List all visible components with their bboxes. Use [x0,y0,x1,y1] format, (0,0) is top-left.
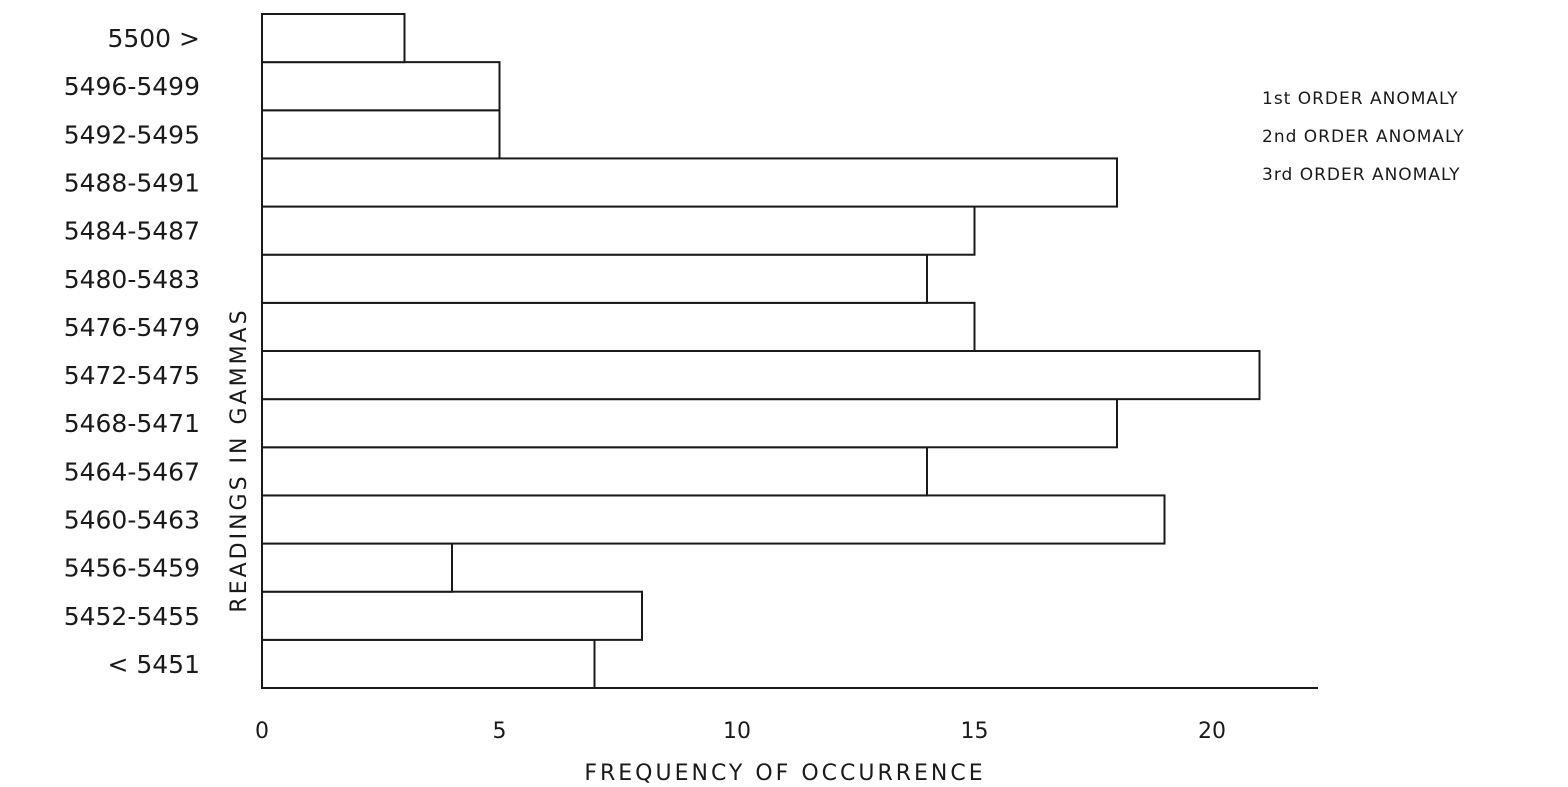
category-label: 5500 > [107,24,200,53]
bar [261,590,643,641]
category-label: 5492-5495 [64,120,200,149]
category-label: 5464-5467 [64,457,200,486]
legend-entry: 1st ORDER ANOMALY [1262,89,1459,109]
bar [261,157,1118,208]
bar [261,446,928,497]
legend-entry: 2nd ORDER ANOMALY [1262,127,1465,147]
category-label: 5480-5483 [64,265,200,294]
x-tick-label: 10 [723,719,751,744]
category-label: 5456-5459 [64,554,200,583]
legend: 1st ORDER ANOMALY 2nd ORDER ANOMALY 3rd OR… [1262,89,1465,185]
category-label: 5472-5475 [64,361,200,390]
category-label: 5496-5499 [64,72,200,101]
bar [261,398,1118,449]
bar [261,13,406,64]
x-tick-labels: 0 5 10 15 20 [255,719,1226,744]
bar [261,638,596,689]
category-label: < 5451 [107,650,200,679]
legend-entry: 3rd ORDER ANOMALY [1262,165,1461,185]
bar [261,61,501,112]
bar [261,205,976,256]
bar [261,109,501,160]
y-axis-title: READINGS IN GAMMAS [227,307,252,612]
x-tick-label: 0 [255,719,269,744]
bar [261,350,1261,401]
category-label: 5460-5463 [64,506,200,535]
category-label: 5484-5487 [64,217,200,246]
category-labels: < 5451 5452-5455 5456-5459 5460-5463 5464-54… [64,24,200,679]
bar [261,301,976,353]
category-label: 5468-5471 [64,409,200,438]
category-label: 5476-5479 [64,313,200,342]
x-tick-label: 15 [961,719,989,744]
x-tick-label: 20 [1198,719,1226,744]
bar [261,253,928,304]
x-tick-label: 5 [493,719,507,744]
category-label: 5488-5491 [64,169,200,198]
category-label: 5452-5455 [64,602,200,631]
bars-group [261,13,1261,689]
bar [261,494,1166,545]
bar [261,542,453,593]
x-axis-title: FREQUENCY OF OCCURRENCE [584,761,985,786]
